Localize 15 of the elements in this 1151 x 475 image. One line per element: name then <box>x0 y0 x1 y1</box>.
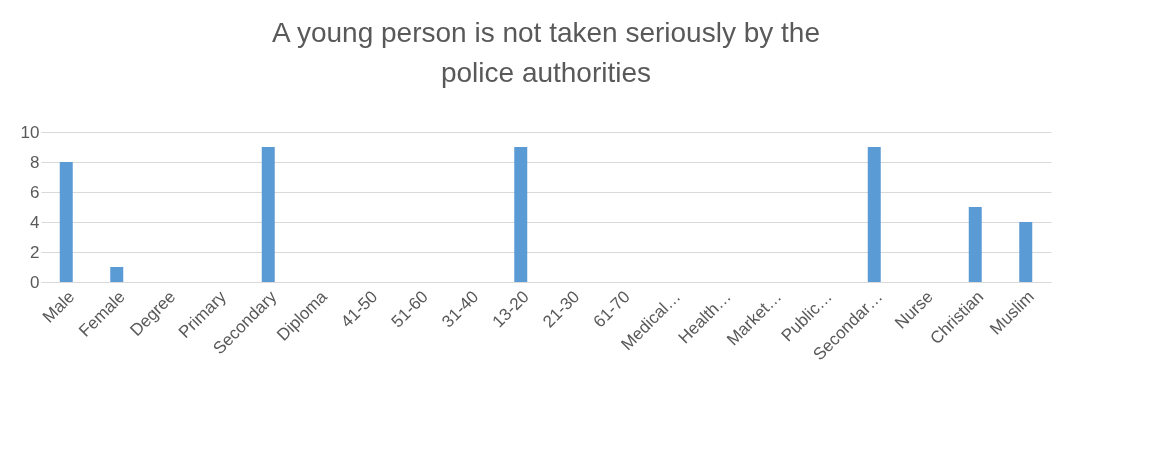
bar <box>110 267 124 282</box>
y-tick-label: 8 <box>30 152 40 172</box>
bar <box>968 207 982 282</box>
bar <box>261 147 275 282</box>
y-tick-label: 10 <box>20 122 40 142</box>
bar <box>867 147 881 282</box>
text: A young person is not taken seriously by the <box>272 17 820 48</box>
bar <box>514 147 528 282</box>
y-tick-label: 0 <box>30 272 40 292</box>
text: police authorities <box>440 57 652 88</box>
y-tick-label: 6 <box>30 182 40 202</box>
bar <box>59 162 73 282</box>
y-tick-label: 4 <box>30 212 40 232</box>
y-tick-label: 2 <box>30 242 40 262</box>
bar <box>1019 222 1033 282</box>
